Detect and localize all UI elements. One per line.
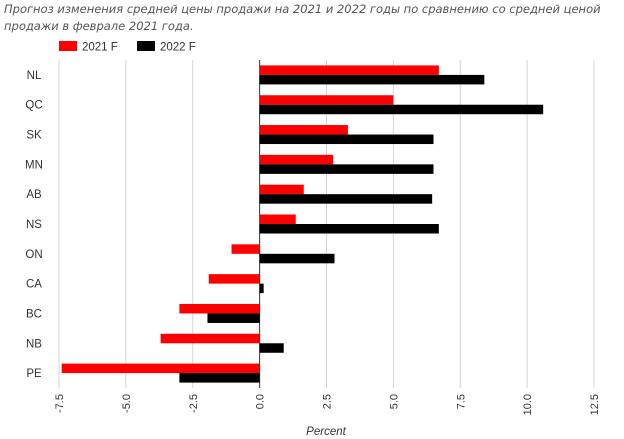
x-tick-label: -2.5: [188, 394, 200, 413]
x-tick-labels: -7.5 -5.0 -2.5 0.0 2.5 5.0 7.5 10.0 12.5: [54, 394, 601, 415]
bar-bc-2022-f: [207, 313, 260, 323]
bar-ns-2022-f: [259, 224, 439, 234]
bar-ab-2022-f: [259, 194, 433, 204]
x-tick-label: 12.5: [589, 394, 601, 415]
category-label: NB: [26, 338, 42, 350]
bar-ca-2021-f: [208, 274, 260, 284]
category-label: AB: [26, 189, 42, 201]
category-label: BC: [26, 308, 42, 320]
bar-ab-2021-f: [259, 184, 304, 195]
x-tick-label: 7.5: [455, 394, 467, 409]
bar-nb-2022-f: [259, 343, 284, 353]
bar-nl-2021-f: [259, 65, 439, 75]
x-tick-label: -5.0: [121, 394, 133, 413]
bar-on-2022-f: [259, 253, 335, 264]
bar-bc-2021-f: [179, 303, 260, 314]
x-tick-label: 5.0: [388, 394, 400, 409]
x-tick-label: 10.0: [522, 394, 534, 415]
category-label: SK: [26, 130, 42, 142]
legend-label: 2022 F: [160, 42, 196, 54]
category-label: NS: [26, 219, 42, 231]
bar-ca-2022-f: [259, 283, 264, 294]
x-tick-label: 2.5: [322, 394, 334, 409]
bar-ns-2021-f: [259, 214, 296, 224]
bar-pe-2021-f: [61, 363, 260, 374]
category-label: PE: [26, 368, 42, 380]
bar-qc-2021-f: [259, 95, 394, 105]
bar-sk-2022-f: [259, 134, 434, 145]
bar-mn-2022-f: [259, 164, 434, 174]
category-label: QC: [25, 100, 42, 112]
category-label: MN: [25, 159, 43, 171]
category-label: ON: [25, 249, 42, 261]
bars: [61, 65, 544, 383]
bar-pe-2022-f: [179, 373, 260, 383]
legend-swatch: [137, 41, 155, 51]
x-axis-title: Percent: [306, 426, 346, 438]
legend-label: 2021 F: [82, 42, 118, 54]
category-label: CA: [26, 279, 42, 291]
bar-nb-2021-f: [160, 333, 260, 344]
x-tick-label: 0.0: [255, 394, 267, 409]
bar-sk-2021-f: [259, 125, 348, 135]
bar-qc-2022-f: [259, 104, 544, 115]
category-labels: NL QC SK MN AB NS ON CA BC NB PE: [25, 70, 43, 380]
category-label: NL: [27, 70, 42, 82]
bar-nl-2022-f: [259, 74, 485, 85]
x-tick-label: -7.5: [54, 394, 66, 413]
chart-caption: Прогноз изменения средней цены продажи н…: [4, 2, 601, 33]
bar-on-2021-f: [231, 244, 260, 254]
bar-mn-2021-f: [259, 154, 334, 165]
grid-lines: [58, 60, 595, 388]
legend: 2021 F 2022 F: [59, 41, 196, 54]
legend-swatch: [59, 41, 77, 51]
